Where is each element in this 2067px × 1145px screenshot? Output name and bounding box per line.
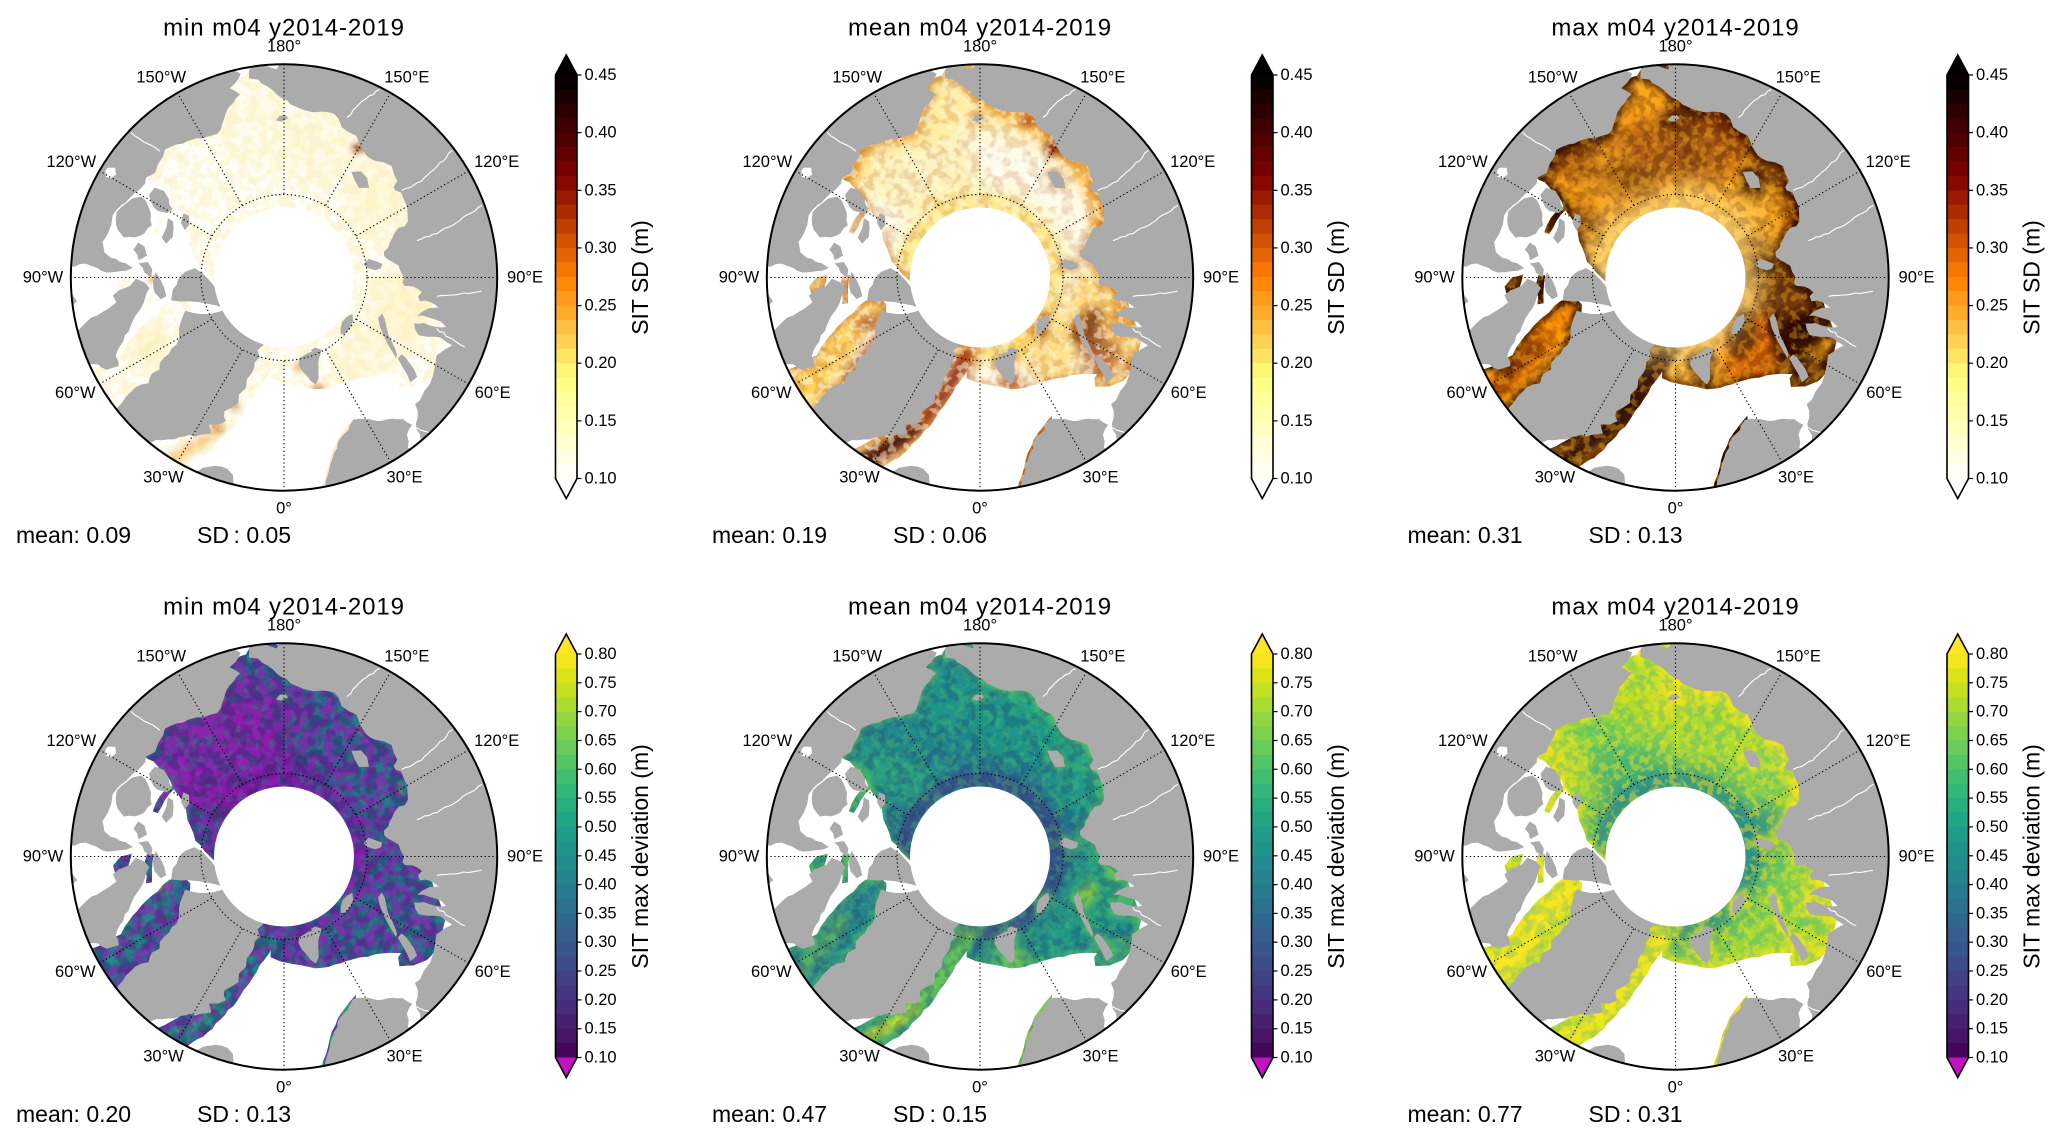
svg-text:SD : 0.05: SD : 0.05 <box>197 522 291 548</box>
svg-text:max m04 y2014-2019: max m04 y2014-2019 <box>1551 594 1799 621</box>
svg-text:min m04 y2014-2019: min m04 y2014-2019 <box>163 594 405 621</box>
svg-text:mean: 0.77: mean: 0.77 <box>1408 1101 1523 1127</box>
svg-text:SIT SD (m): SIT SD (m) <box>2019 220 2045 335</box>
svg-text:mean: 0.31: mean: 0.31 <box>1408 522 1523 548</box>
svg-text:SD : 0.13: SD : 0.13 <box>1589 522 1683 548</box>
svg-text:SIT SD (m): SIT SD (m) <box>627 220 653 335</box>
svg-text:SD : 0.31: SD : 0.31 <box>1589 1101 1683 1127</box>
svg-text:max m04 y2014-2019: max m04 y2014-2019 <box>1551 15 1799 42</box>
svg-text:mean m04 y2014-2019: mean m04 y2014-2019 <box>848 15 1112 42</box>
svg-text:SD : 0.15: SD : 0.15 <box>893 1101 987 1127</box>
svg-text:SIT max deviation (m): SIT max deviation (m) <box>627 744 653 969</box>
svg-text:min m04 y2014-2019: min m04 y2014-2019 <box>163 15 405 42</box>
svg-text:mean: 0.20: mean: 0.20 <box>16 1101 131 1127</box>
svg-text:SIT max deviation (m): SIT max deviation (m) <box>1323 744 1349 969</box>
svg-text:mean: 0.19: mean: 0.19 <box>712 522 827 548</box>
svg-text:SD : 0.06: SD : 0.06 <box>893 522 987 548</box>
svg-text:mean m04 y2014-2019: mean m04 y2014-2019 <box>848 594 1112 621</box>
svg-text:SD : 0.13: SD : 0.13 <box>197 1101 291 1127</box>
svg-text:SIT max deviation (m): SIT max deviation (m) <box>2019 744 2045 969</box>
svg-text:mean: 0.47: mean: 0.47 <box>712 1101 827 1127</box>
svg-text:SIT SD (m): SIT SD (m) <box>1323 220 1349 335</box>
svg-text:mean: 0.09: mean: 0.09 <box>16 522 131 548</box>
